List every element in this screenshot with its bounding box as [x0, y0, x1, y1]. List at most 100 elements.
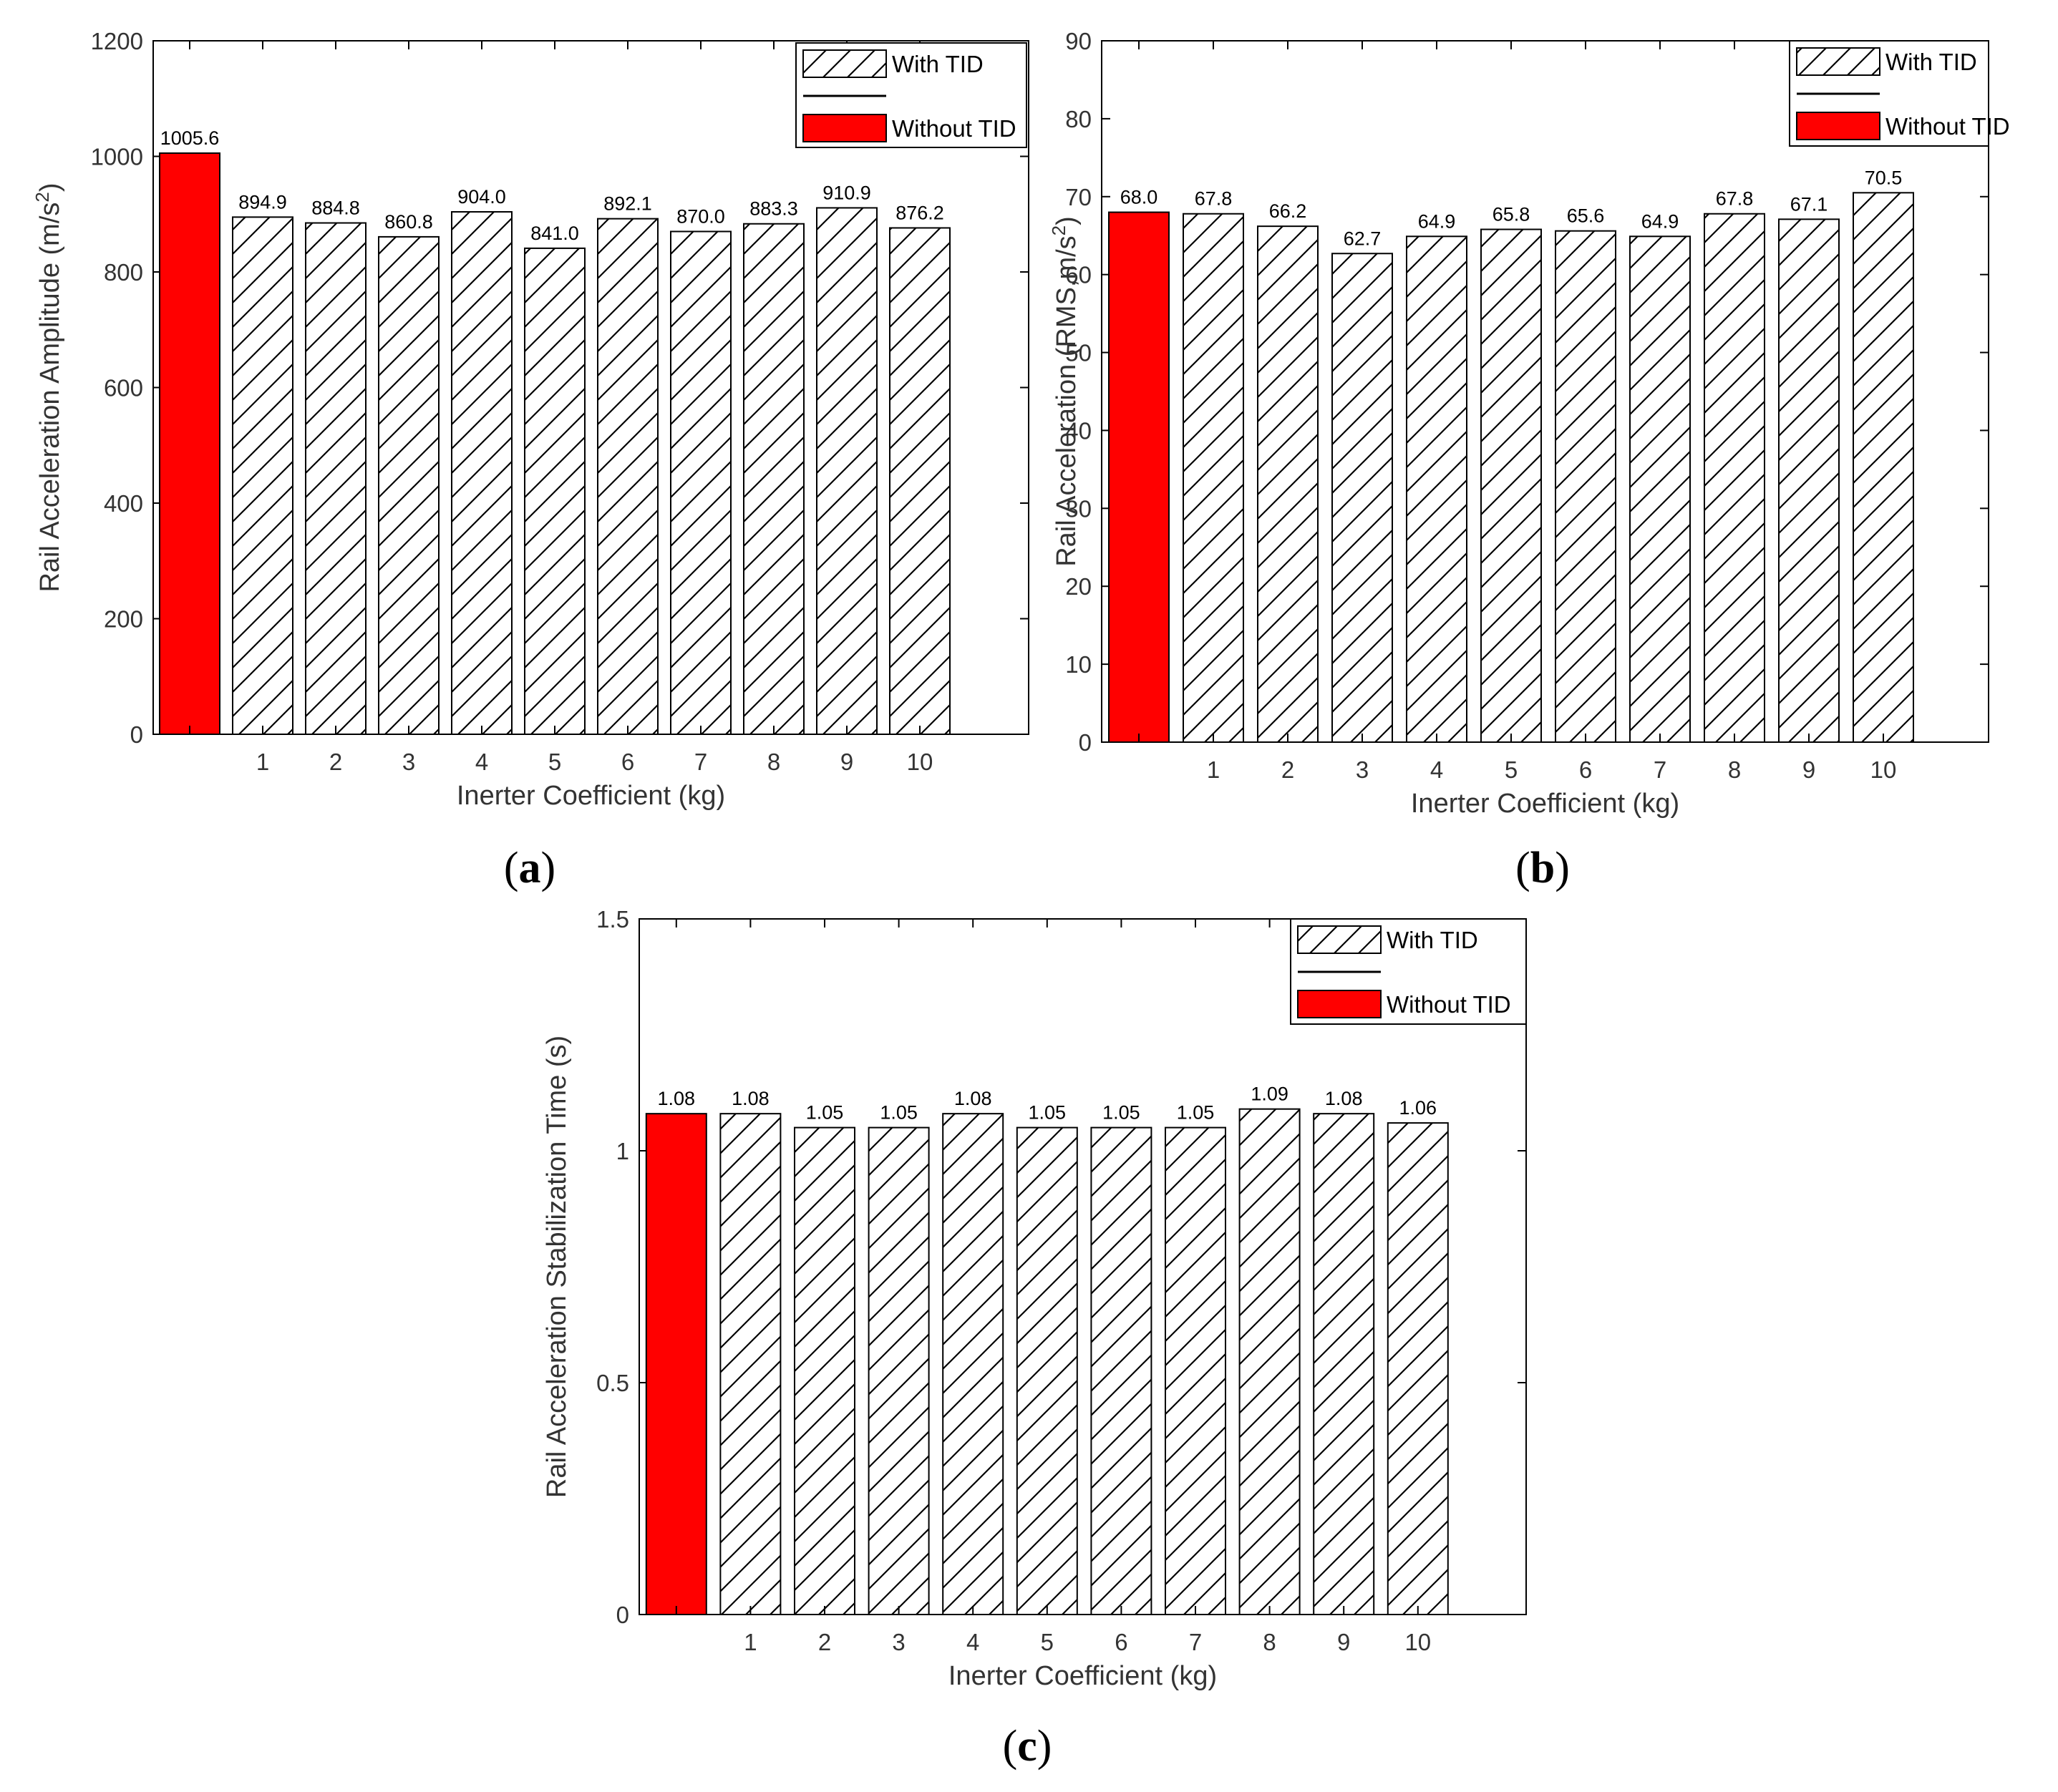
data-label: 66.2	[1269, 200, 1307, 222]
y-tick-label: 50	[1065, 340, 1092, 366]
data-label: 1.08	[732, 1088, 770, 1109]
data-label: 892.1	[603, 193, 652, 215]
data-label: 884.8	[311, 198, 360, 219]
legend-swatch-with-tid	[1796, 47, 1880, 76]
legend: With TID Without TID	[1789, 40, 2010, 147]
bar-with-tid	[889, 227, 951, 735]
data-label: 70.5	[1865, 167, 1903, 188]
data-label: 841.0	[530, 223, 579, 244]
bar-with-tid	[816, 207, 878, 735]
bar-with-tid	[670, 230, 732, 736]
bar-with-tid	[1090, 1126, 1152, 1615]
bar-with-tid	[868, 1126, 930, 1615]
panel-label-letter: b	[1530, 844, 1555, 892]
panel-label: (a)	[504, 844, 555, 892]
data-label: 1.06	[1399, 1097, 1437, 1119]
bar-with-tid	[1406, 235, 1467, 743]
x-tick-label: 7	[1189, 1629, 1202, 1655]
bar-with-tid	[1555, 230, 1616, 743]
chart-panel-c: 0 0.5 1 1.5 1.08 1.08 1 1.05 2 1.05 3 1.08 4 1.05 5 1.0…	[542, 906, 1527, 1771]
bar-without-tid	[159, 152, 220, 735]
bar-without-tid	[645, 1113, 707, 1616]
data-label: 883.3	[749, 198, 798, 220]
y-tick-label: 1000	[91, 144, 143, 170]
bar-with-tid	[1778, 218, 1840, 744]
x-tick-label: 3	[402, 749, 415, 775]
data-label: 1.05	[1177, 1102, 1215, 1124]
x-tick-label: 5	[1041, 1629, 1054, 1655]
bar-with-tid	[942, 1113, 1004, 1616]
data-label: 1.09	[1251, 1084, 1288, 1105]
y-axis-label-superscript: 2	[1048, 225, 1069, 235]
data-label: 1.05	[1102, 1102, 1140, 1124]
x-tick-label: 9	[1802, 756, 1815, 783]
bar-with-tid	[524, 247, 586, 735]
panel-label-open: (	[504, 844, 519, 892]
y-tick-label: 1	[616, 1138, 629, 1164]
y-tick-label: 1.5	[596, 906, 629, 932]
bar-with-tid	[1016, 1126, 1078, 1615]
x-tick-label: 2	[329, 749, 342, 775]
x-tick-label: 2	[818, 1629, 831, 1655]
y-tick-label: 60	[1065, 262, 1092, 288]
panel-label-open: (	[1003, 1722, 1018, 1771]
y-axis-label-main: Rail Acceleration Stabilization Time (s)	[542, 1036, 572, 1498]
x-tick-label: 1	[1207, 756, 1220, 783]
panel-label: (c)	[1003, 1722, 1052, 1771]
x-tick-label: 8	[1728, 756, 1741, 783]
y-tick-label: 90	[1065, 28, 1092, 54]
bar-with-tid	[1183, 213, 1244, 743]
x-tick-label: 9	[1337, 1629, 1350, 1655]
y-tick-label: 80	[1065, 106, 1092, 132]
bar-with-tid	[1331, 253, 1393, 743]
bar-with-tid	[1480, 228, 1542, 743]
y-tick-label: 0.5	[596, 1370, 629, 1396]
data-label: 68.0	[1120, 187, 1158, 208]
y-tick-label: 200	[104, 606, 143, 633]
axes-box	[639, 918, 1527, 1615]
legend-swatch-without-tid	[1297, 990, 1382, 1018]
legend-label-without-tid: Without TID	[1387, 991, 1511, 1018]
bar-with-tid	[1257, 225, 1319, 743]
bar-with-tid	[451, 211, 513, 735]
legend: With TID Without TID	[795, 42, 1027, 148]
data-label: 1.05	[1029, 1102, 1067, 1124]
y-tick-label: 0	[1079, 729, 1092, 756]
panel-label-close: )	[1555, 844, 1570, 892]
bar-with-tid	[378, 235, 440, 735]
x-tick-label: 4	[966, 1629, 979, 1655]
data-label: 62.7	[1344, 228, 1382, 249]
bar-with-tid	[1238, 1108, 1301, 1616]
legend-swatch-with-tid	[802, 49, 887, 78]
legend: With TID Without TID	[1290, 918, 1527, 1025]
x-tick-label: 3	[1356, 756, 1369, 783]
x-tick-label: 10	[1404, 1629, 1431, 1655]
data-label: 65.6	[1567, 205, 1605, 227]
x-tick-label: 4	[475, 749, 488, 775]
y-axis-label-tail: )	[1052, 216, 1082, 225]
data-label: 1.08	[658, 1088, 696, 1109]
x-tick-label: 6	[1579, 756, 1592, 783]
x-tick-label: 4	[1430, 756, 1443, 783]
panel-label-close: )	[1037, 1722, 1052, 1771]
y-tick-label: 30	[1065, 495, 1092, 522]
chart-panel-a: 0 200 400 600 800 1000 1200 1005.6 894.9 1 884.8 2 8…	[31, 28, 1029, 892]
data-label: 910.9	[822, 182, 871, 203]
y-tick-label: 10	[1065, 651, 1092, 678]
bar-with-tid	[1313, 1113, 1375, 1616]
legend-label-with-tid: With TID	[1885, 49, 1977, 75]
data-label: 67.1	[1790, 193, 1828, 215]
data-label: 1.05	[880, 1102, 918, 1124]
x-axis-label: Inerter Coefficient (kg)	[457, 781, 725, 811]
y-axis-label: Rail Acceleration Stabilization Time (s)	[542, 1036, 572, 1498]
data-label: 870.0	[676, 205, 725, 227]
x-tick-label: 8	[767, 749, 780, 775]
axes-box	[1101, 40, 1989, 743]
data-label: 876.2	[895, 202, 944, 223]
bar-with-tid	[1853, 192, 1914, 744]
bar-with-tid	[232, 216, 293, 736]
y-tick-label: 0	[130, 721, 143, 748]
y-tick-label: 400	[104, 490, 143, 517]
legend-label-with-tid: With TID	[1387, 927, 1478, 953]
